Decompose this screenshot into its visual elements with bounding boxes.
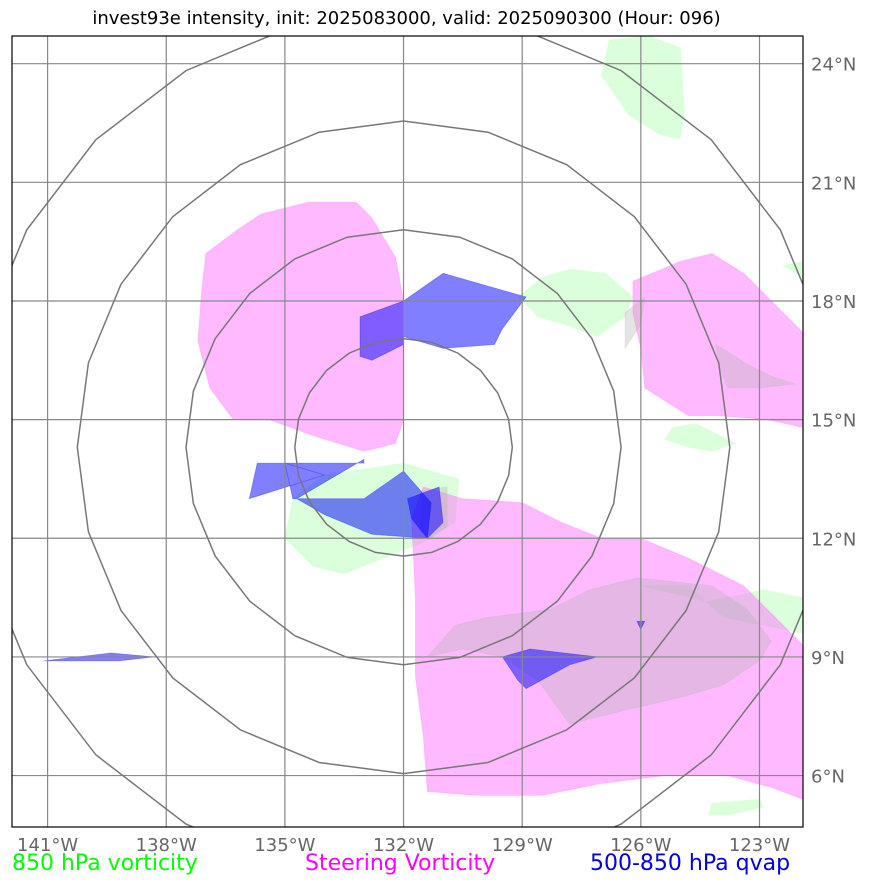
contour-2-poly-1 (715, 343, 796, 389)
legend-850-vorticity: 850 hPa vorticity (12, 851, 198, 876)
lat-tick-label-5: 21°N (811, 173, 856, 194)
legend-qvap: 500-850 hPa qvap (590, 851, 791, 876)
lat-tick-label-1: 9°N (811, 648, 845, 669)
contour-1-poly-2 (411, 486, 803, 800)
contour-0-poly-5 (640, 585, 803, 634)
contour-0-poly-3 (663, 423, 737, 452)
lon-tick-label-4: 129°W (492, 835, 553, 856)
legend-steering-vorticity: Steering Vorticity (305, 851, 496, 876)
contour-0-poly-6 (707, 798, 764, 816)
range-ring-2 (76, 120, 731, 775)
contour-0-poly-2 (517, 268, 634, 338)
lon-tick-label-2: 135°W (254, 835, 315, 856)
plot-frame (11, 35, 804, 828)
range-ring-3 (12, 36, 803, 827)
lat-tick-label-3: 15°N (811, 411, 856, 432)
lat-tick-label-0: 6°N (811, 767, 845, 788)
contour-1-poly-1 (632, 253, 803, 428)
axis-tick-labels: 141°W 138°W 135°W 132°W 129°W 126°W 123°W 6°N 9°… (17, 55, 856, 856)
lon-tick-label-5: 126°W (610, 835, 671, 856)
contour-fills-layer (43, 36, 803, 816)
contour-3-poly-0 (403, 272, 527, 349)
lon-tick-label-0: 141°W (17, 835, 78, 856)
lon-tick-label-6: 123°W (729, 835, 790, 856)
lat-tick-label-2: 12°N (811, 529, 856, 550)
contour-3-poly-4 (501, 648, 598, 690)
lat-tick-label-4: 18°N (811, 292, 856, 313)
range-ring-0 (294, 337, 514, 557)
chart-title: invest93e intensity, init: 2025083000, v… (92, 8, 721, 29)
lon-tick-label-3: 132°W (373, 835, 434, 856)
contour-3-poly-3 (407, 486, 444, 539)
range-ring-1 (185, 229, 622, 666)
range-rings-layer (12, 36, 803, 827)
contour-3-poly-2 (248, 458, 432, 539)
gridlines-layer (12, 36, 803, 827)
lat-tick-label-6: 24°N (811, 55, 856, 76)
lon-tick-label-1: 138°W (136, 835, 197, 856)
contour-0-poly-1 (782, 260, 803, 278)
